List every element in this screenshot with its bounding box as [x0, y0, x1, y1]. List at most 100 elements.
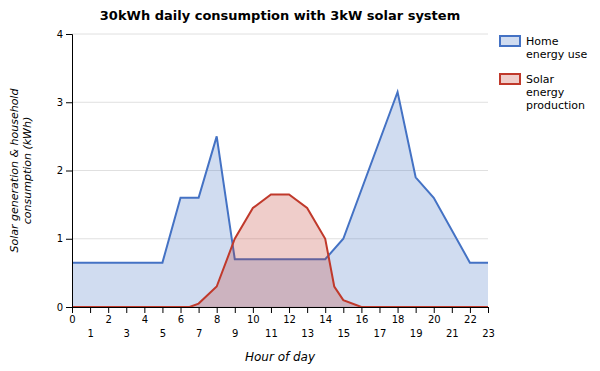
tick: 6 [178, 307, 184, 325]
grid [72, 34, 488, 307]
y-axis-title: Solar generation & householdconsumption … [8, 88, 34, 253]
tick: 3 [124, 307, 130, 339]
axis-line [66, 35, 73, 308]
tick-mark [162, 307, 163, 313]
legend-swatch [500, 36, 520, 46]
plot-area: 0123401234567891011121314151617181920212… [57, 29, 495, 339]
tick: 19 [410, 307, 423, 339]
tick: 2 [57, 165, 72, 176]
tick-label: 18 [392, 314, 405, 325]
tick: 0 [57, 302, 72, 313]
grid-line [72, 170, 488, 171]
tick-label: 17 [374, 328, 387, 339]
tick-mark [416, 307, 417, 313]
tick-mark [361, 307, 362, 313]
tick: 15 [337, 307, 350, 339]
tick-mark [108, 307, 109, 313]
tick-mark [66, 239, 72, 240]
tick: 21 [446, 307, 459, 339]
tick-mark [126, 307, 127, 313]
tick-label: 23 [482, 328, 495, 339]
tick: 3 [57, 97, 72, 108]
tick: 8 [214, 307, 220, 325]
tick-label: 0 [57, 302, 63, 313]
x-axis-title: Hour of day [245, 350, 316, 364]
line [72, 194, 488, 307]
tick: 16 [356, 307, 369, 325]
legend-swatch [500, 74, 520, 84]
tick-label: 16 [356, 314, 369, 325]
tick: 17 [374, 307, 387, 339]
tick-mark [325, 307, 326, 313]
tick-label: 4 [57, 29, 63, 40]
tick-mark [343, 307, 344, 313]
tick-label: 19 [410, 328, 423, 339]
tick-mark [66, 307, 72, 308]
tick: 23 [482, 307, 495, 339]
tick: 0 [69, 307, 75, 325]
tick-label: 4 [142, 314, 148, 325]
axis-line [73, 308, 489, 314]
legend-label: Solarenergyproduction [526, 73, 585, 112]
tick: 13 [301, 307, 314, 339]
tick-mark [72, 307, 73, 313]
tick-mark [307, 307, 308, 313]
tick: 7 [196, 307, 202, 339]
tick-mark [271, 307, 272, 313]
tick-label: 12 [283, 314, 296, 325]
tick: 18 [392, 307, 405, 325]
tick-label: 3 [124, 328, 130, 339]
tick-label: 11 [265, 328, 278, 339]
tick-mark [253, 307, 254, 313]
tick-mark [66, 102, 72, 103]
tick-label: 22 [464, 314, 477, 325]
tick-mark [488, 307, 489, 313]
tick: 11 [265, 307, 278, 339]
tick-label: 8 [214, 314, 220, 325]
tick-label: 5 [160, 328, 166, 339]
area [72, 194, 488, 307]
tick-label: 3 [57, 97, 63, 108]
tick: 12 [283, 307, 296, 325]
tick-label: 0 [69, 314, 75, 325]
title: 30kWh daily consumption with 3kW solar s… [100, 8, 460, 23]
tick-label: 9 [232, 328, 238, 339]
chart: 0123401234567891011121314151617181920212… [0, 0, 600, 371]
tick-mark [181, 307, 182, 313]
tick-label: 1 [57, 233, 63, 244]
legend-label: Homeenergy use [526, 35, 588, 61]
tick-mark [398, 307, 399, 313]
y-axis: 0 1 2 3 4 [57, 29, 73, 313]
tick: 2 [105, 307, 111, 325]
tick-label: 15 [337, 328, 350, 339]
tick: 9 [232, 307, 238, 339]
tick-label: 20 [428, 314, 441, 325]
legend: Homeenergy use Solarenergyproduction [500, 35, 588, 112]
tick-mark [452, 307, 453, 313]
tick-label: 13 [301, 328, 314, 339]
legend-item: Homeenergy use [500, 35, 588, 61]
tick: 22 [464, 307, 477, 325]
marks [72, 92, 488, 307]
tick-label: 7 [196, 328, 202, 339]
tick-mark [289, 307, 290, 313]
tick-mark [470, 307, 471, 313]
tick-mark [379, 307, 380, 313]
tick-label: 21 [446, 328, 459, 339]
tick: 10 [247, 307, 260, 325]
tick: 20 [428, 307, 441, 325]
x-axis: 01234567891011121314151617181920212223 [69, 307, 495, 339]
tick-mark [217, 307, 218, 313]
tick: 4 [142, 307, 148, 325]
tick-label: 2 [57, 165, 63, 176]
tick: 5 [160, 307, 166, 339]
tick-mark [66, 34, 72, 35]
tick-mark [66, 171, 72, 172]
tick-label: 14 [319, 314, 332, 325]
grid-line [72, 102, 488, 103]
tick: 14 [319, 307, 332, 325]
tick-label: 10 [247, 314, 260, 325]
tick-label: 2 [105, 314, 111, 325]
tick-label: 1 [87, 328, 93, 339]
tick: 4 [57, 29, 72, 40]
